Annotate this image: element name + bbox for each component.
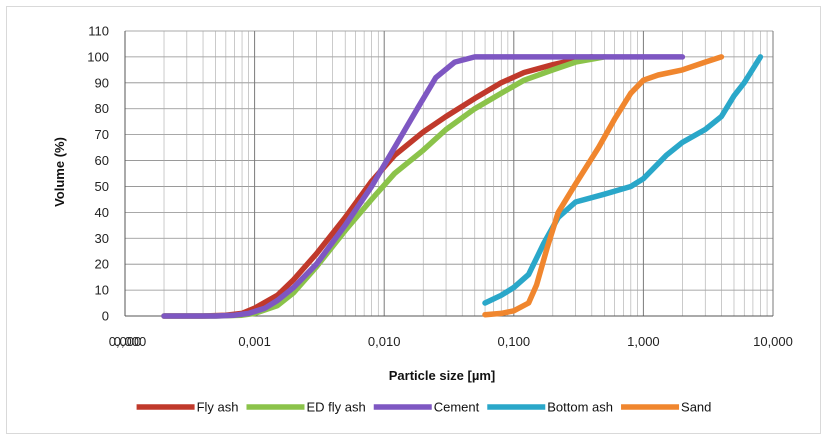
y-tick-label: 90 <box>95 75 109 90</box>
y-tick-label: 60 <box>95 153 109 168</box>
chart-frame <box>6 6 821 434</box>
legend-label-bottom-ash: Bottom ash <box>547 400 613 415</box>
x-tick-label: 1,000 <box>627 334 660 349</box>
y-axis-title: Volume (%) <box>52 137 67 207</box>
x-tick-label: 0,010 <box>368 334 401 349</box>
y-tick-label: 70 <box>95 127 109 142</box>
legend: Fly ash ED fly ash Cement Bottom ash Sand <box>136 400 711 415</box>
y-tick-label: 0 <box>102 309 109 324</box>
x-tick-label: 10,000 <box>753 334 793 349</box>
legend-label-fly-ash: Fly ash <box>197 400 239 415</box>
y-tick-label: 80 <box>95 101 109 116</box>
legend-label-cement: Cement <box>434 400 480 415</box>
series-line-sand <box>482 54 725 318</box>
x-tick-label: 0,000 <box>114 334 147 349</box>
x-tick-label: 0,100 <box>498 334 531 349</box>
y-tick-label: 40 <box>95 205 109 220</box>
x-axis-title: Particle size [µm] <box>389 368 495 383</box>
x-tick-label: 0,000 <box>109 334 142 349</box>
series-lines <box>161 54 764 319</box>
series-line-cement <box>161 54 686 319</box>
y-tick-label: 30 <box>95 231 109 246</box>
y-tick-label: 110 <box>88 24 109 39</box>
x-tick-label: 0,001 <box>238 334 271 349</box>
y-tick-label: 20 <box>95 257 109 272</box>
legend-label-ed-fly-ash: ED fly ash <box>306 400 365 415</box>
y-tick-label: 50 <box>95 179 109 194</box>
y-tick-label: 10 <box>95 283 109 298</box>
legend-label-sand: Sand <box>681 400 711 415</box>
series-line-bottom-ash <box>482 54 764 306</box>
y-tick-label: 100 <box>87 49 109 64</box>
